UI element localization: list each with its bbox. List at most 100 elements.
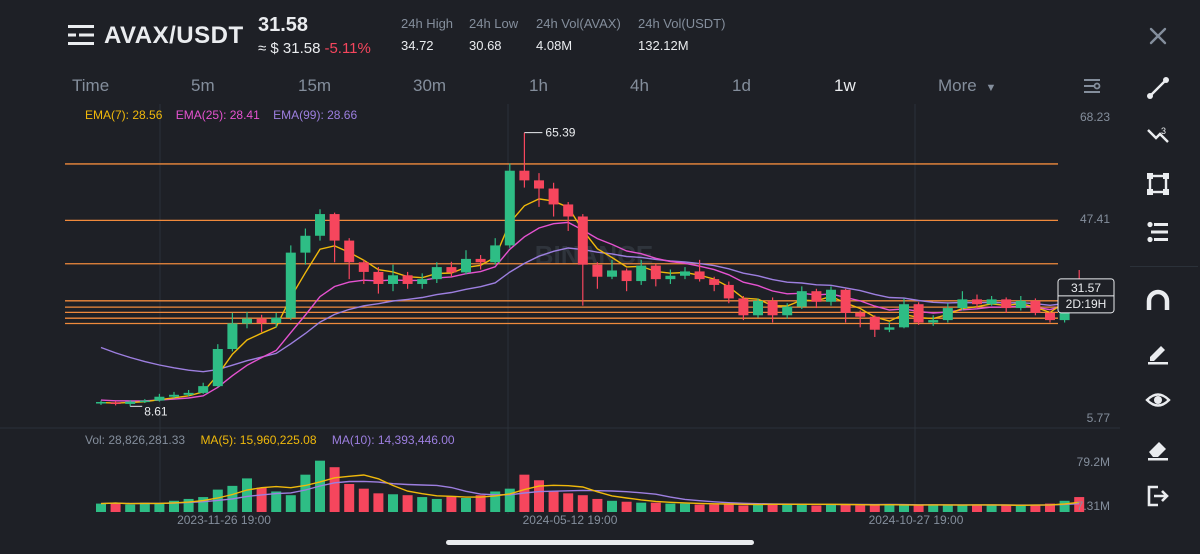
- tf-4h[interactable]: 4h: [630, 76, 649, 95]
- candle-body: [1015, 300, 1026, 309]
- candle-body: [475, 258, 486, 263]
- tf-30m[interactable]: 30m: [413, 76, 447, 95]
- volume-bar: [504, 488, 515, 512]
- price-axis-label: 47.41: [1080, 212, 1110, 226]
- candle-body: [373, 271, 384, 284]
- fib-tool[interactable]: 3: [1138, 122, 1172, 150]
- candle-body: [972, 299, 982, 305]
- change-percent: -5.11%: [324, 40, 371, 57]
- volume-bar: [767, 503, 778, 512]
- volume-bar: [826, 504, 836, 512]
- home-indicator[interactable]: [446, 540, 754, 545]
- ema7-label: EMA(7): 28.56: [85, 108, 163, 122]
- candle-body: [548, 188, 559, 205]
- volume-bar: [811, 505, 822, 512]
- stat-value: 34.72: [401, 38, 434, 53]
- tf-1d[interactable]: 1d: [732, 76, 751, 95]
- candle-body: [753, 300, 763, 316]
- stat-24h-low: 24h Low 30.68: [469, 16, 518, 53]
- volume-bar: [1074, 497, 1085, 512]
- candle-body: [388, 275, 398, 284]
- close-icon[interactable]: [1148, 26, 1168, 46]
- eraser-tool[interactable]: [1144, 434, 1172, 462]
- svg-text:3: 3: [1161, 126, 1166, 136]
- candle-body: [811, 291, 822, 302]
- volume-axis-label: 7.31M: [1077, 499, 1110, 513]
- volume-bar: [534, 480, 544, 512]
- candle-body: [504, 170, 515, 246]
- trendline-icon: [1138, 77, 1169, 99]
- toolbar-divider: [1130, 266, 1198, 267]
- candle-body: [665, 275, 676, 280]
- volume-legend: Vol: 28,826,281.33 MA(5): 15,960,225.08 …: [85, 433, 467, 447]
- volume-bar: [694, 504, 705, 512]
- exit-tool[interactable]: [1144, 482, 1172, 510]
- candle-body: [913, 304, 924, 323]
- stat-label: 24h Vol(USDT): [638, 16, 726, 31]
- price-axis-label: 68.23: [1080, 110, 1110, 124]
- candle-body: [169, 394, 179, 397]
- tf-time[interactable]: Time: [72, 76, 110, 95]
- tf-1h[interactable]: 1h: [529, 76, 548, 95]
- eye-icon: [1145, 393, 1171, 407]
- vol-label: Vol: 28,826,281.33: [85, 433, 186, 447]
- chart-area[interactable]: BINANCE 65.39 8.61 31.57 2D:19H 68.23 47.41 5.7…: [0, 104, 1120, 534]
- candle-body: [899, 304, 909, 328]
- rectangle-tool[interactable]: [1144, 170, 1172, 198]
- candle-body: [928, 320, 939, 323]
- candle-body: [709, 279, 720, 285]
- pencil-tool[interactable]: [1144, 338, 1172, 366]
- candle-body: [96, 402, 106, 404]
- volume-bar: [796, 503, 807, 512]
- candle-body: [592, 264, 603, 277]
- candle-body: [300, 235, 311, 253]
- candle-body: [198, 386, 209, 393]
- volume-ma5-line: [100, 474, 1080, 507]
- candle-body: [315, 214, 325, 236]
- volume-bar: [972, 504, 982, 512]
- pair-title[interactable]: AVAX/USDT: [104, 22, 244, 49]
- volume-bar: [723, 503, 734, 512]
- stat-value: 132.12M: [638, 38, 689, 53]
- tf-15m[interactable]: 15m: [298, 76, 332, 95]
- volume-bar: [110, 502, 121, 512]
- candle-body: [446, 267, 457, 273]
- volume-bar: [388, 494, 398, 512]
- volume-bar: [183, 498, 194, 512]
- tf-more[interactable]: More ▼: [938, 76, 996, 96]
- volume-bar: [198, 497, 209, 512]
- vol-ma5-label: MA(5): 15,960,225.08: [200, 433, 317, 447]
- candle-body: [869, 316, 880, 330]
- candle-body: [884, 327, 895, 330]
- menu-icon[interactable]: [68, 24, 94, 46]
- candle-body: [358, 262, 369, 272]
- candle-body: [796, 291, 807, 307]
- volume-bar: [563, 493, 574, 512]
- stat-label: 24h Vol(AVAX): [536, 16, 621, 31]
- tf-1w[interactable]: 1w: [834, 76, 856, 95]
- date-axis-label: 2023-11-26 19:00: [177, 513, 271, 527]
- candle-body: [942, 308, 953, 321]
- volume-bar: [344, 484, 355, 512]
- approx-price: ≈ $ 31.58 -5.11%: [258, 40, 371, 57]
- magnet-tool[interactable]: [1144, 288, 1172, 316]
- volume-bar: [358, 488, 369, 512]
- visibility-tool[interactable]: [1144, 386, 1172, 414]
- tf-5m[interactable]: 5m: [191, 76, 215, 95]
- stat-24h-high: 24h High 34.72: [401, 16, 453, 53]
- trendline-tool[interactable]: [1138, 74, 1172, 102]
- volume-bar: [256, 487, 267, 512]
- candle-body: [125, 401, 136, 404]
- volume-bar: [1015, 505, 1026, 512]
- indicator-settings-icon[interactable]: [1082, 76, 1102, 96]
- candle-body: [826, 289, 836, 302]
- candle-body: [271, 317, 282, 323]
- pencil-icon: [1148, 346, 1168, 365]
- vol-ma10-label: MA(10): 14,393,446.00: [331, 433, 455, 447]
- candle-body: [577, 216, 588, 265]
- candlestick-chart[interactable]: BINANCE65.398.6131.572D:19H68.2347.415.7…: [0, 104, 1120, 534]
- candle-body: [767, 300, 778, 316]
- parallel-channel-tool[interactable]: [1144, 218, 1172, 246]
- volume-bar: [242, 478, 252, 512]
- candle-body: [723, 284, 734, 299]
